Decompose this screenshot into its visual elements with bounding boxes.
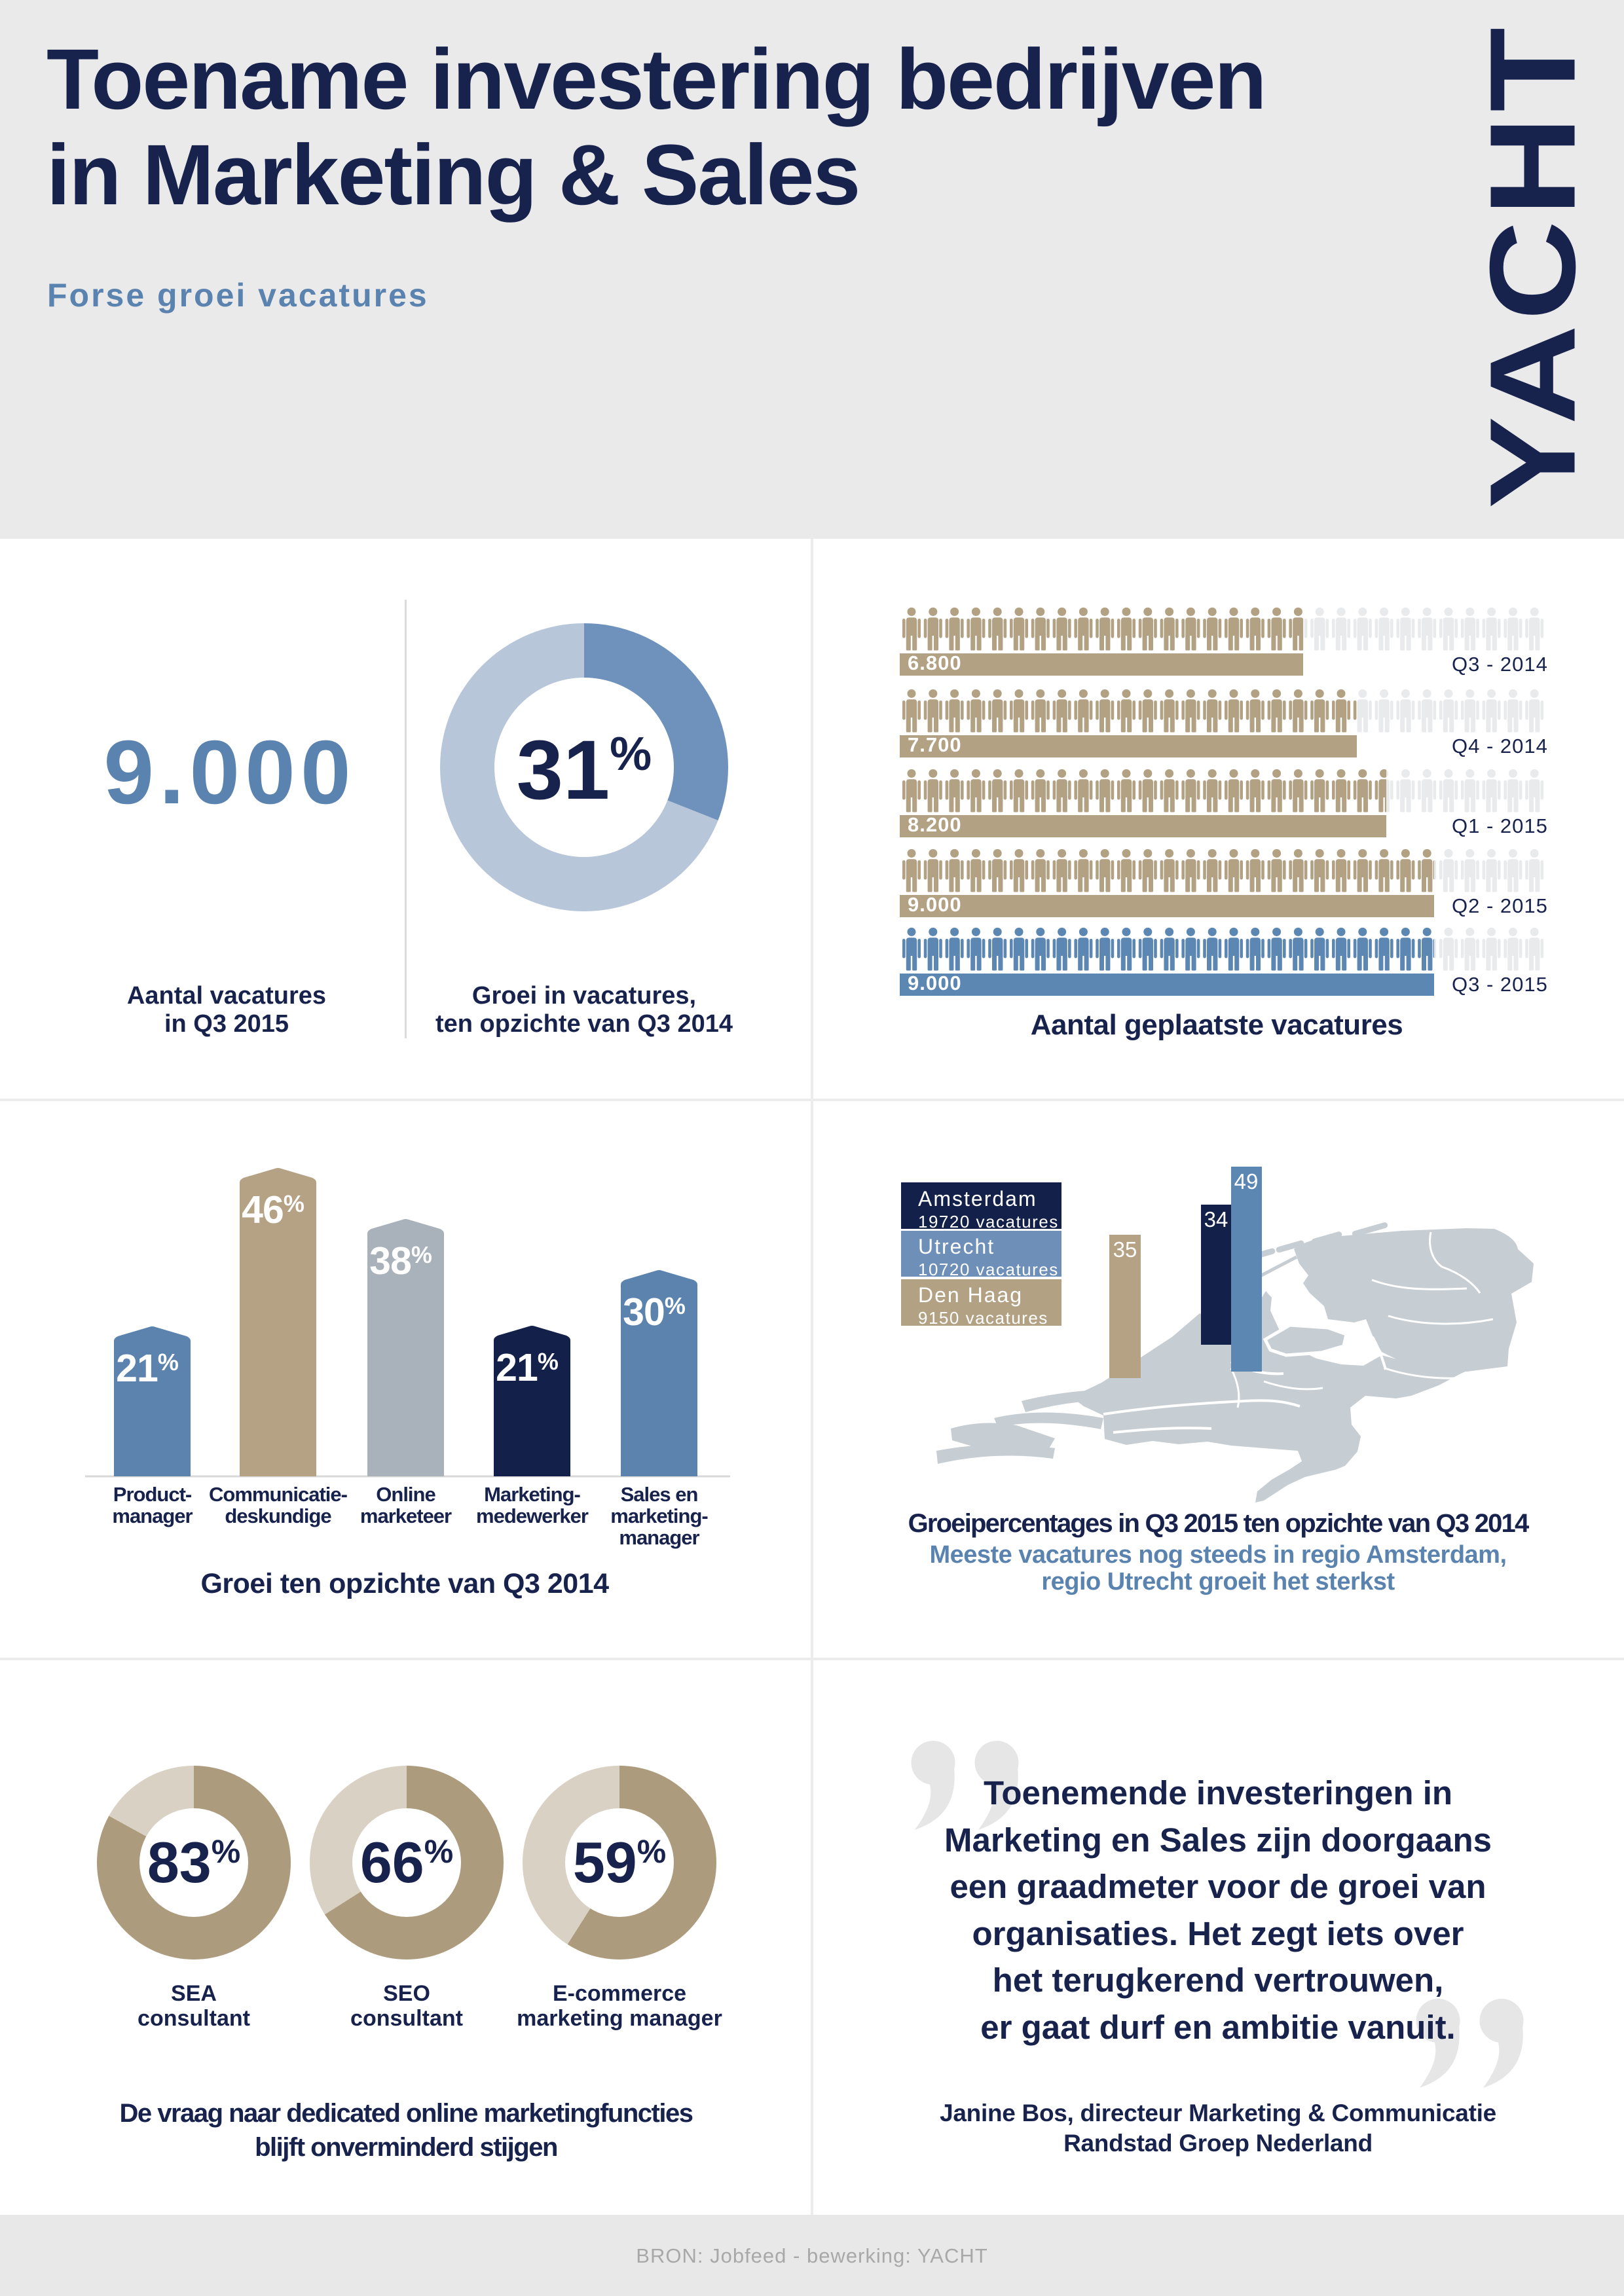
svg-text:9.000: 9.000 xyxy=(908,972,962,994)
svg-text:Q3 - 2015: Q3 - 2015 xyxy=(1452,973,1548,996)
svg-text:Product-: Product- xyxy=(113,1483,192,1506)
svg-text:Sales en: Sales en xyxy=(621,1483,698,1506)
svg-text:49: 49 xyxy=(1234,1169,1259,1194)
svg-text:medewerker: medewerker xyxy=(476,1504,589,1527)
svg-text:marketeer: marketeer xyxy=(360,1504,452,1527)
svg-text:35: 35 xyxy=(1113,1237,1137,1262)
svg-text:deskundige: deskundige xyxy=(225,1504,331,1527)
svg-text:Q4 - 2014: Q4 - 2014 xyxy=(1452,735,1548,757)
svg-text:6.800: 6.800 xyxy=(908,651,962,674)
svg-text:Marketing-: Marketing- xyxy=(484,1483,580,1506)
svg-text:marketing-: marketing- xyxy=(610,1504,708,1527)
svg-text:Q1 - 2015: Q1 - 2015 xyxy=(1452,814,1548,837)
svg-text:8.200: 8.200 xyxy=(908,813,962,836)
svg-text:manager: manager xyxy=(112,1504,193,1527)
svg-text:21%: 21% xyxy=(116,1347,179,1390)
svg-text:Online: Online xyxy=(376,1483,435,1506)
svg-text:manager: manager xyxy=(619,1526,699,1549)
svg-text:34: 34 xyxy=(1204,1207,1228,1231)
svg-text:Q2 - 2015: Q2 - 2015 xyxy=(1452,894,1548,917)
svg-text:9.000: 9.000 xyxy=(908,893,962,916)
svg-text:Groei ten opzichte van Q3 2014: Groei ten opzichte van Q3 2014 xyxy=(200,1568,609,1599)
svg-text:Aantal geplaatste vacatures: Aantal geplaatste vacatures xyxy=(1031,1009,1403,1041)
svg-text:Communicatie-: Communicatie- xyxy=(209,1483,348,1506)
svg-text:7.700: 7.700 xyxy=(908,733,962,756)
svg-text:Q3 - 2014: Q3 - 2014 xyxy=(1452,653,1548,676)
